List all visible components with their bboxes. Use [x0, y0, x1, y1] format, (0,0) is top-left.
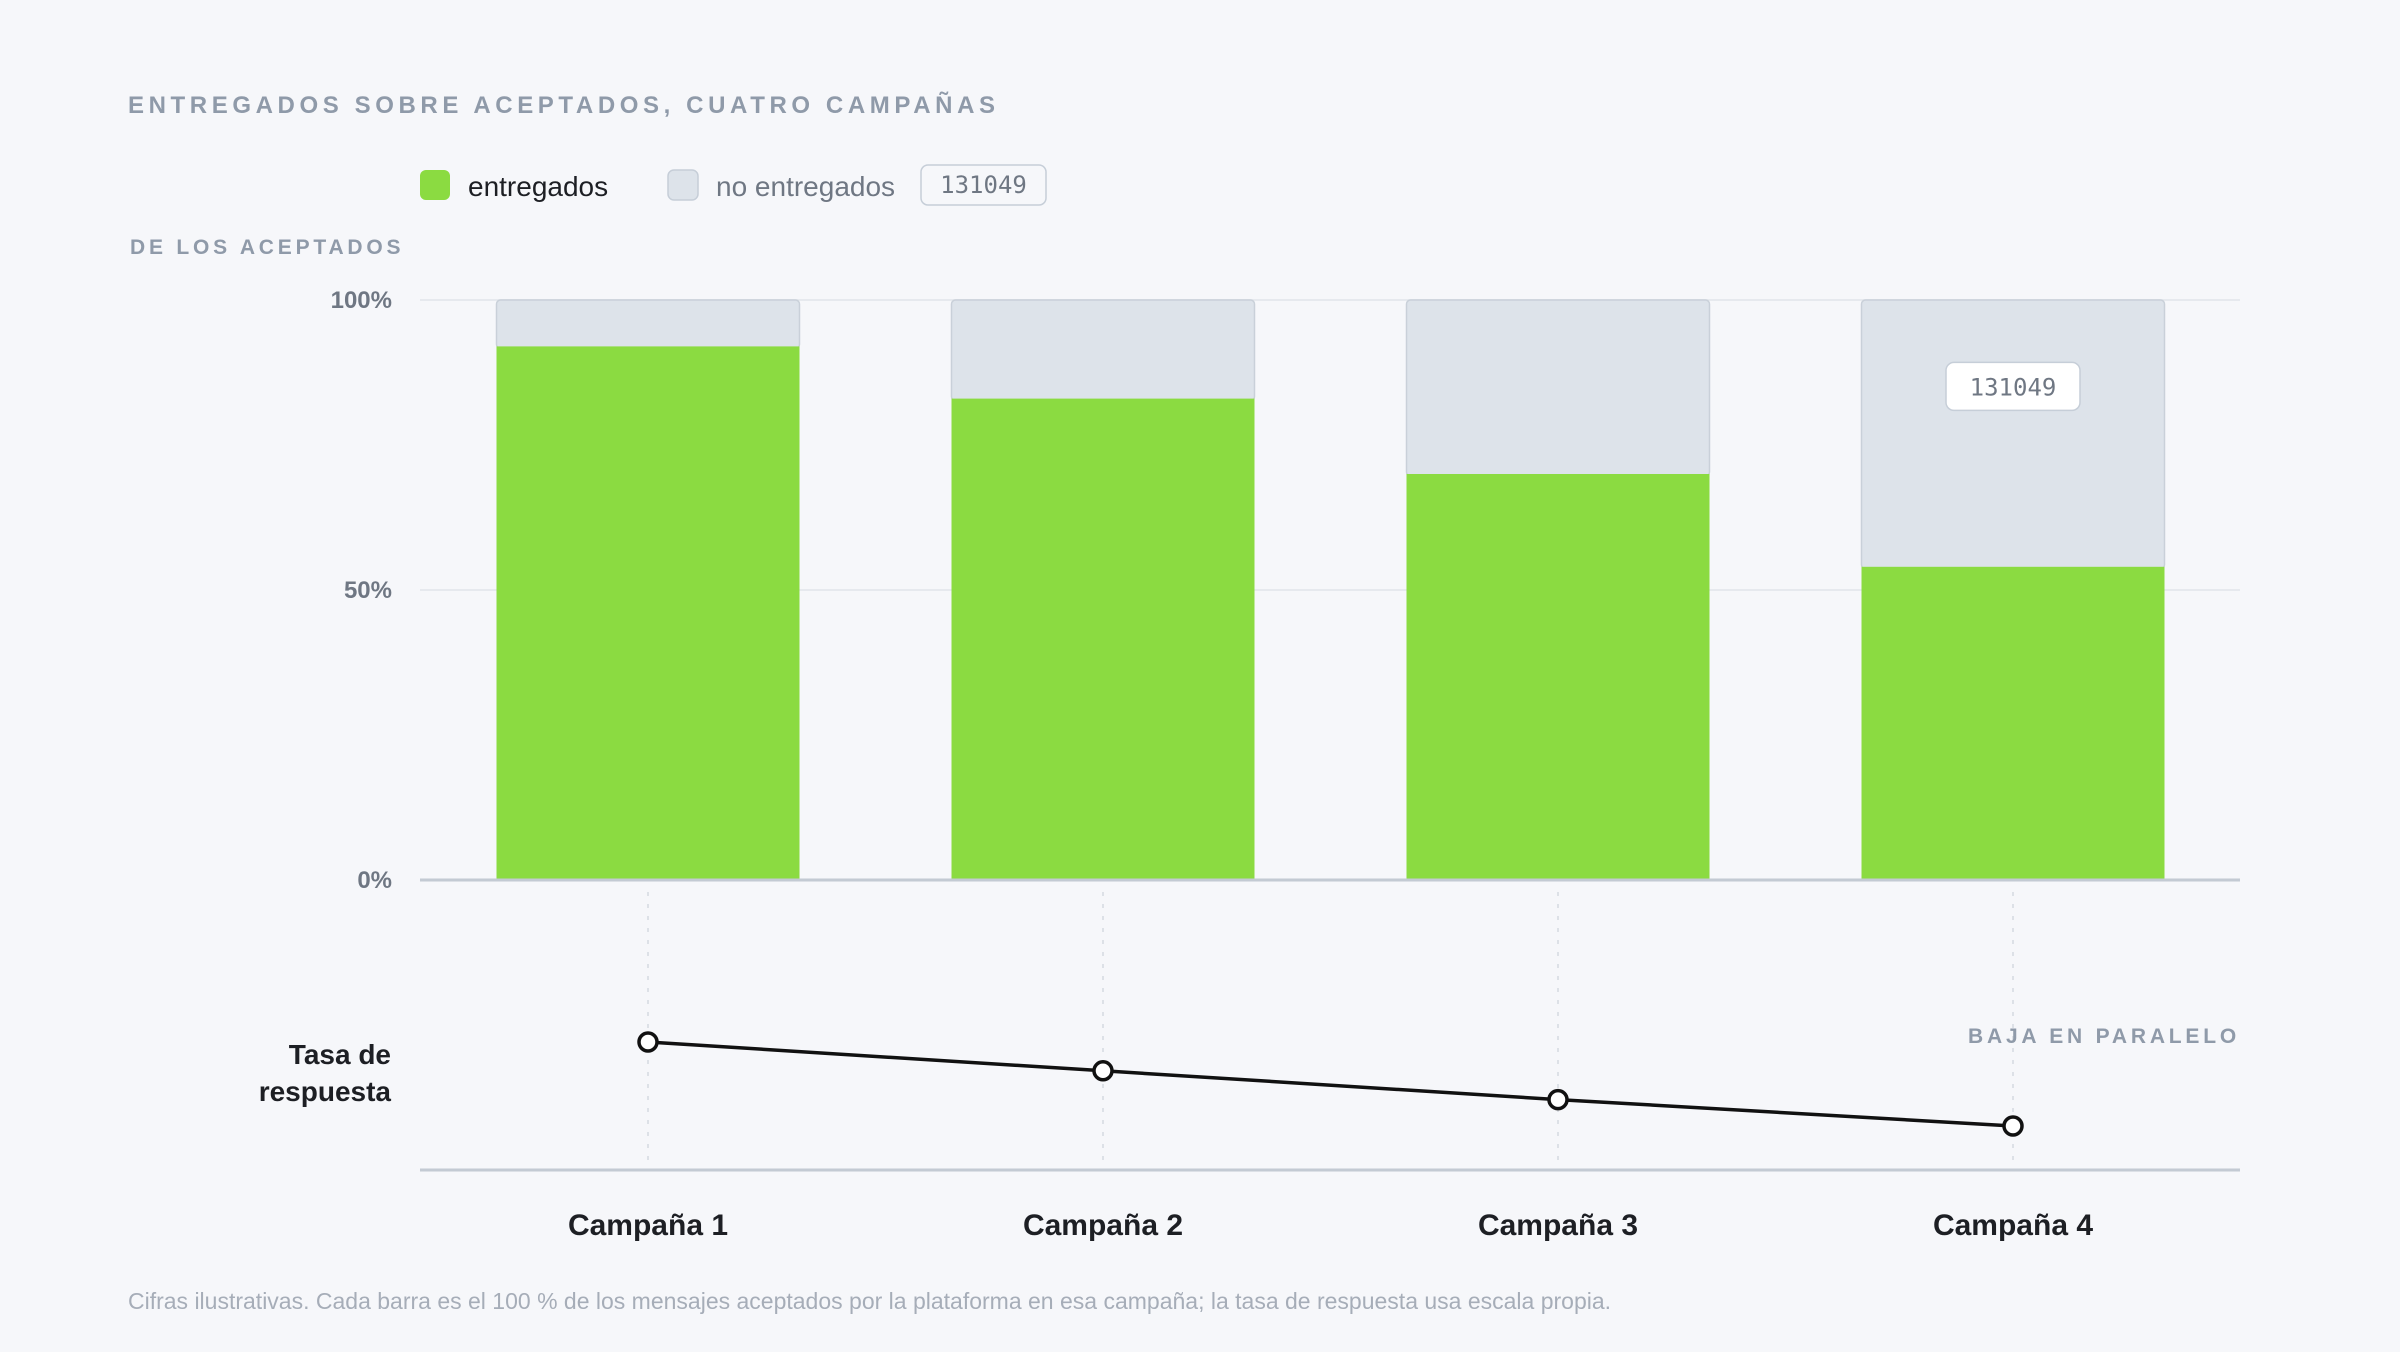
x-axis-categories: Campaña 1 Campaña 2 Campaña 3 Campaña 4 — [568, 1209, 2093, 1242]
bar-delivered — [496, 346, 800, 880]
line-annotation: BAJA EN PARALELO — [1968, 1025, 2240, 1048]
chart-title: ENTREGADOS SOBRE ACEPTADOS, CUATRO CAMPA… — [128, 91, 1000, 119]
line-point — [2002, 1115, 2024, 1137]
response-rate-line — [637, 1031, 2024, 1137]
bar-delivered — [1406, 474, 1710, 880]
annotation-badge-box — [1945, 361, 2081, 412]
bar-undelivered — [1405, 299, 1711, 477]
category-guides — [647, 892, 2014, 1168]
row-label-line2: respuesta — [259, 1076, 392, 1107]
legend-label-undelivered: no entregados — [716, 171, 895, 202]
x-category-label: Campaña 4 — [1933, 1209, 2093, 1242]
bars — [495, 299, 2166, 880]
bar-delivered — [1861, 566, 2165, 880]
bar-annotation: 131049 — [1945, 361, 2081, 412]
legend: entregados no entregados 131049 — [420, 164, 1047, 206]
footnote: Cifras ilustrativas. Cada barra es el 10… — [128, 1288, 1611, 1314]
bar-delivered — [951, 398, 1255, 880]
annotation-badge-text: 131049 — [1970, 373, 2057, 401]
line-point — [1547, 1088, 1569, 1111]
y-tick-label: 100% — [331, 287, 392, 314]
y-tick-label: 0% — [357, 867, 392, 894]
legend-swatch-delivered — [420, 170, 450, 200]
y-axis-title: DE LOS ACEPTADOS — [130, 236, 404, 259]
line-path — [647, 1040, 2014, 1128]
bar-undelivered — [1860, 299, 2166, 570]
legend-badge: 131049 — [940, 171, 1027, 199]
x-category-label: Campaña 2 — [1023, 1209, 1183, 1242]
bar-undelivered — [950, 299, 1256, 402]
legend-label-delivered: entregados — [468, 171, 608, 202]
y-tick-label: 50% — [344, 577, 392, 604]
x-category-label: Campaña 3 — [1478, 1209, 1638, 1242]
x-category-label: Campaña 1 — [568, 1209, 728, 1242]
legend-badge-box — [920, 164, 1047, 206]
legend-swatch-undelivered — [667, 169, 699, 201]
line-point — [637, 1031, 659, 1053]
row-label-line1: Tasa de — [289, 1039, 391, 1070]
bar-undelivered — [495, 299, 801, 350]
line-point — [1092, 1060, 1114, 1082]
y-axis-ticks: 100% 50% 0% — [331, 287, 392, 894]
